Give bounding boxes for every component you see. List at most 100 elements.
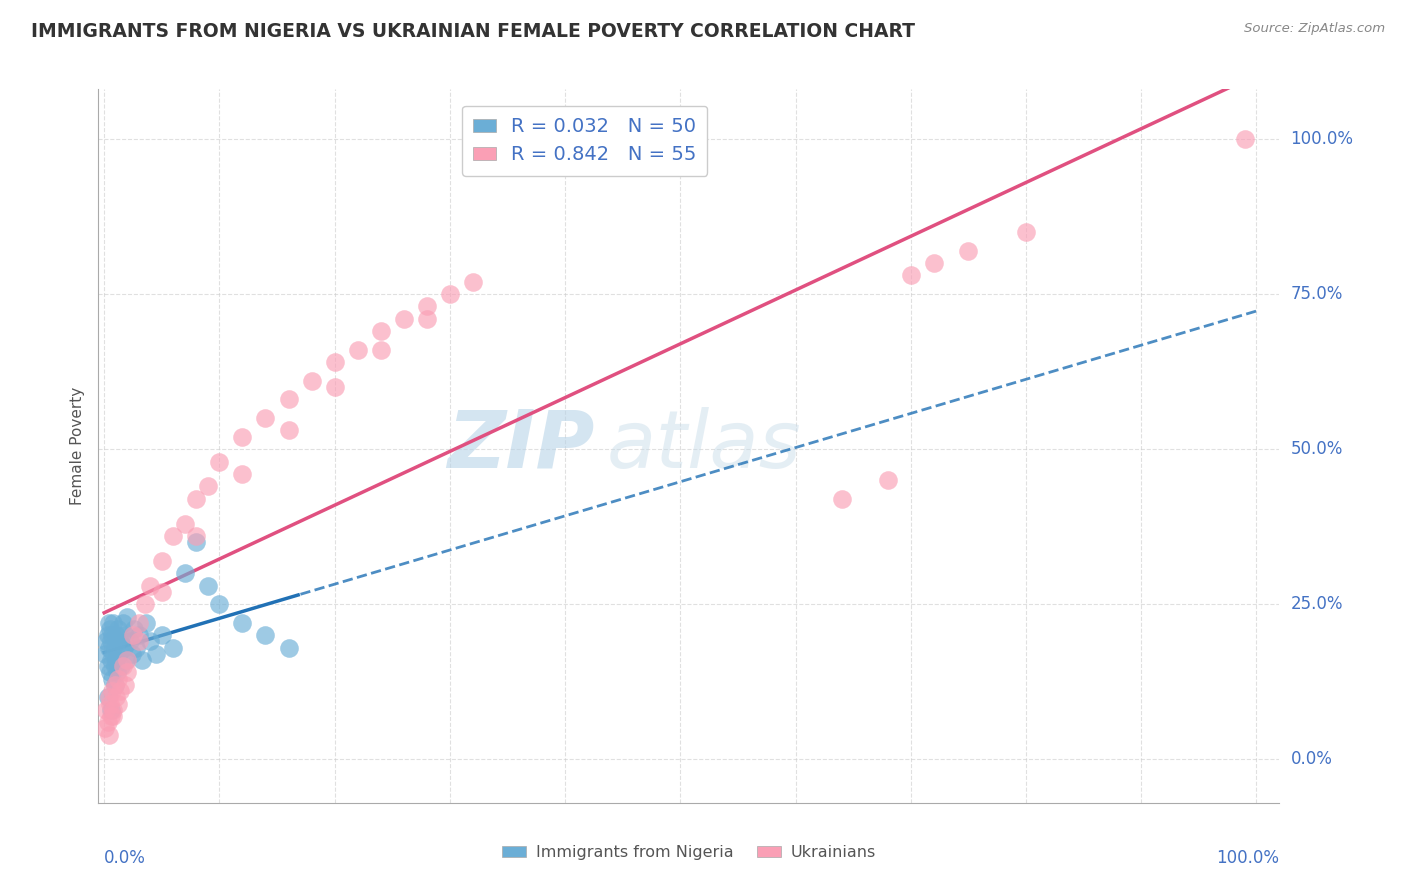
Point [1233,132,1256,146]
Point [186,491,208,506]
Point [957,244,980,258]
Point [208,597,231,611]
Point [97,615,120,630]
Point [323,380,346,394]
Text: 50.0%: 50.0% [1291,440,1343,458]
Point [97,640,120,655]
Point [100,709,122,723]
Point [1015,225,1038,239]
Point [100,703,122,717]
Point [114,628,136,642]
Point [150,628,173,642]
Point [115,609,138,624]
Point [115,653,138,667]
Point [101,684,124,698]
Point [118,634,141,648]
Text: 0.0%: 0.0% [104,849,146,867]
Point [108,647,131,661]
Point [94,722,117,736]
Text: 75.0%: 75.0% [1291,285,1343,303]
Point [150,554,173,568]
Point [277,640,299,655]
Point [98,622,121,636]
Point [208,454,231,468]
Point [115,665,138,680]
Point [107,672,129,686]
Point [96,634,118,648]
Point [100,634,122,648]
Point [461,275,484,289]
Point [105,665,128,680]
Point [97,727,120,741]
Point [115,653,138,667]
Point [370,343,392,357]
Point [100,653,122,667]
Point [128,615,150,630]
Point [231,615,253,630]
Text: 100.0%: 100.0% [1216,849,1279,867]
Legend: Immigrants from Nigeria, Ukrainians: Immigrants from Nigeria, Ukrainians [495,838,883,866]
Point [111,659,134,673]
Point [254,628,277,642]
Point [97,690,120,705]
Point [103,647,125,661]
Point [162,640,184,655]
Point [104,653,127,667]
Point [139,579,162,593]
Y-axis label: Female Poverty: Female Poverty [70,387,86,505]
Point [104,690,127,705]
Point [94,647,117,661]
Point [121,647,143,661]
Point [105,634,128,648]
Point [103,659,125,673]
Point [97,715,120,730]
Point [173,566,195,581]
Point [301,374,323,388]
Point [186,535,208,549]
Point [103,703,125,717]
Point [96,703,118,717]
Point [104,628,127,642]
Point [128,634,150,648]
Point [103,640,125,655]
Point [103,678,125,692]
Point [97,690,120,705]
Point [197,479,219,493]
Point [103,709,125,723]
Point [162,529,184,543]
Point [122,628,145,642]
Point [135,615,157,630]
Point [97,628,120,642]
Point [97,659,120,673]
Point [110,634,132,648]
Point [98,697,121,711]
Point [150,584,173,599]
Point [111,615,134,630]
Text: 25.0%: 25.0% [1291,595,1343,613]
Point [416,311,439,326]
Point [128,628,150,642]
Point [922,256,945,270]
Point [323,355,346,369]
Point [103,678,125,692]
Point [122,622,145,636]
Point [110,659,132,673]
Point [186,529,208,543]
Text: atlas: atlas [606,407,801,485]
Point [277,392,299,407]
Point [346,343,368,357]
Point [114,678,136,692]
Point [107,697,129,711]
Point [101,672,124,686]
Point [139,634,162,648]
Point [134,597,156,611]
Point [173,516,195,531]
Text: Source: ZipAtlas.com: Source: ZipAtlas.com [1244,22,1385,36]
Point [439,287,461,301]
Point [110,684,132,698]
Text: 0.0%: 0.0% [1291,750,1333,768]
Text: 100.0%: 100.0% [1291,130,1354,148]
Point [392,311,415,326]
Text: IMMIGRANTS FROM NIGERIA VS UKRAINIAN FEMALE POVERTY CORRELATION CHART: IMMIGRANTS FROM NIGERIA VS UKRAINIAN FEM… [31,22,915,41]
Point [98,665,121,680]
